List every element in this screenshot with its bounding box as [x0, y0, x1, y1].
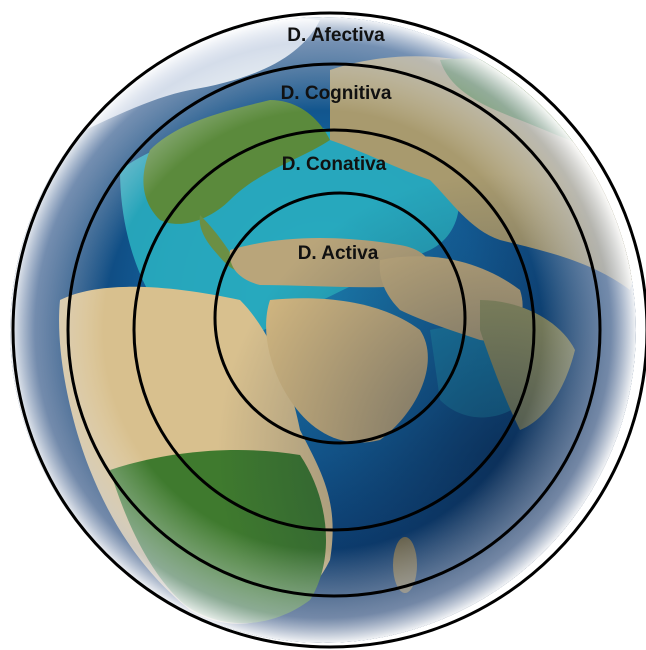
ring-afectiva: [11, 11, 646, 649]
ring-activa: [213, 191, 467, 445]
concentric-rings: [11, 11, 646, 649]
globe-rim: [10, 17, 636, 643]
label-cognitiva: D. Cognitiva: [281, 83, 392, 104]
label-activa: D. Activa: [298, 243, 379, 264]
ring-labels: D. Afectiva D. Cognitiva D. Conativa D. …: [281, 25, 392, 264]
ring-conativa: [132, 128, 536, 532]
label-conativa: D. Conativa: [282, 154, 387, 175]
ring-cognitiva: [66, 62, 602, 598]
earth-globe-icon: [10, 17, 636, 643]
label-afectiva: D. Afectiva: [287, 25, 385, 46]
